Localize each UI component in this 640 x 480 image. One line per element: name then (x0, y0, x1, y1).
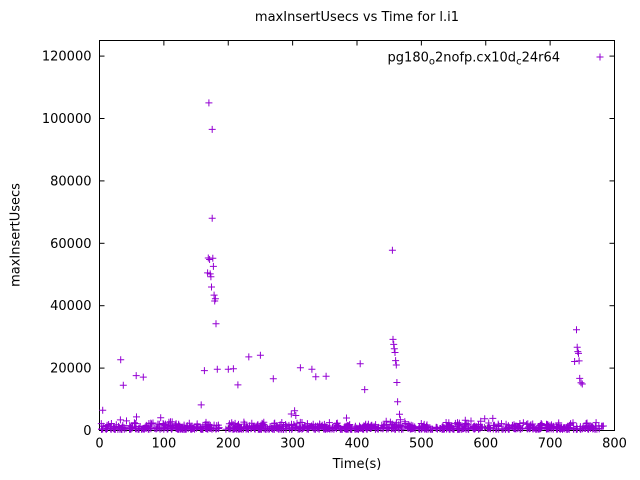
legend-marker-icon (596, 53, 604, 61)
x-tick-label: 500 (409, 437, 434, 452)
x-tick-label: 200 (216, 437, 241, 452)
x-tick-label: 100 (151, 437, 176, 452)
x-tick-label: 300 (280, 437, 305, 452)
y-tick-label: 100000 (42, 112, 92, 127)
x-axis-label: Time(s) (332, 457, 382, 472)
y-tick-label: 40000 (50, 299, 91, 314)
x-tick-label: 700 (538, 437, 563, 452)
legend-label: pg180o2nofp.cx10dc24r64 (388, 51, 560, 68)
y-axis-label: maxInsertUsecs (8, 183, 24, 287)
tick-labels: 0 100 200 300 400 500 600 700 800 0 20000 40000 6000… (42, 50, 627, 452)
y-tick-label: 0 (83, 424, 91, 439)
plot-border (99, 40, 615, 431)
x-tick-label: 0 (95, 437, 103, 452)
x-tick-label: 800 (602, 437, 627, 452)
legend: pg180o2nofp.cx10dc24r64 (388, 51, 604, 68)
data-points (97, 99, 607, 433)
chart-title: maxInsertUsecs vs Time for l.i1 (254, 10, 460, 25)
x-tick-label: 600 (473, 437, 498, 452)
y-tick-label: 80000 (50, 174, 91, 189)
x-tick-label: 400 (345, 437, 370, 452)
y-tick-label: 60000 (50, 237, 91, 252)
axis-ticks (99, 40, 615, 431)
y-tick-label: 120000 (42, 50, 92, 65)
y-tick-label: 20000 (50, 362, 91, 377)
